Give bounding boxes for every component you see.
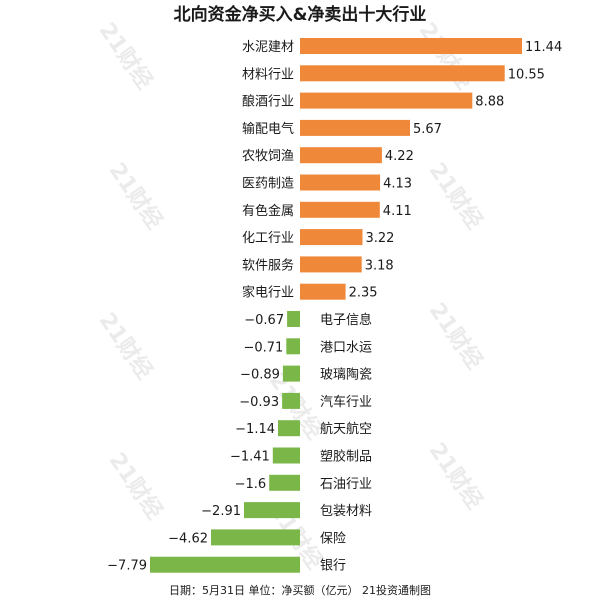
category-label: 农牧饲渔 xyxy=(242,149,294,164)
chart-title: 北向资金净买入&净卖出十大行业 xyxy=(174,4,427,25)
bar xyxy=(150,556,300,573)
bar xyxy=(300,229,363,246)
data-label: 2.35 xyxy=(349,286,378,301)
bar xyxy=(300,147,382,164)
bars xyxy=(150,38,522,573)
category-label: 电子信息 xyxy=(320,312,372,328)
chart-footer: 日期：5月31日 单位：净买额（亿元） 21投资通制图 xyxy=(169,583,431,597)
bar xyxy=(300,201,380,218)
category-label: 化工行业 xyxy=(242,231,294,246)
data-label: −1.41 xyxy=(230,450,270,465)
bar xyxy=(300,119,410,136)
bar xyxy=(282,392,300,409)
data-label: −4.62 xyxy=(168,531,208,546)
bar xyxy=(286,338,300,355)
category-label: 港口水运 xyxy=(320,340,372,355)
category-label: 酿酒行业 xyxy=(242,94,294,110)
data-label: 3.18 xyxy=(365,258,394,273)
data-label: −1.6 xyxy=(235,477,267,492)
bar xyxy=(244,502,300,519)
watermark-text: 21财经 xyxy=(94,308,158,384)
watermark-text: 21财经 xyxy=(94,18,158,94)
bar xyxy=(300,65,505,82)
data-label: 3.22 xyxy=(366,231,395,246)
watermark-text: 21财经 xyxy=(424,158,488,234)
bar xyxy=(282,365,300,382)
bar xyxy=(278,420,300,437)
data-label: −0.71 xyxy=(243,340,283,355)
category-label: 玻璃陶瓷 xyxy=(320,367,372,383)
watermark-text: 21财经 xyxy=(424,438,488,514)
bar xyxy=(287,311,300,327)
category-label: 包装材料 xyxy=(320,504,372,519)
watermark-text: 21财经 xyxy=(104,448,168,524)
data-label: −0.67 xyxy=(244,313,284,328)
data-label: −0.89 xyxy=(240,368,280,383)
data-label: 8.88 xyxy=(475,95,504,110)
data-label: −1.14 xyxy=(235,422,275,437)
watermark-text: 21财经 xyxy=(104,158,168,234)
data-label: 4.11 xyxy=(383,204,412,219)
category-label: 航天航空 xyxy=(320,421,372,437)
data-label: −7.79 xyxy=(107,559,147,574)
data-label: 11.44 xyxy=(525,40,562,55)
data-label: −2.91 xyxy=(201,504,241,519)
category-label: 医药制造 xyxy=(242,177,294,192)
bar xyxy=(300,174,381,191)
data-label: −0.93 xyxy=(239,395,279,410)
category-label: 有色金属 xyxy=(242,203,294,219)
category-label: 家电行业 xyxy=(242,285,294,301)
data-label: 4.13 xyxy=(383,177,412,192)
category-label: 保险 xyxy=(320,531,346,546)
bar xyxy=(300,283,346,300)
bar xyxy=(211,529,300,546)
category-label: 材料行业 xyxy=(242,67,294,82)
watermark-text: 21财经 xyxy=(424,298,488,374)
data-label: 5.67 xyxy=(413,122,442,137)
category-label: 银行 xyxy=(320,559,346,574)
labels: 水泥建材 11.44 材料行业 10.55 酿酒行业 8.88 输配电气 5.67 农牧饲渔 4.… xyxy=(107,40,562,574)
category-label: 石油行业 xyxy=(320,477,372,492)
watermark-text: 21财经 xyxy=(414,18,478,94)
bar xyxy=(300,38,522,54)
bar xyxy=(300,256,362,273)
data-label: 4.22 xyxy=(385,149,414,164)
bar xyxy=(269,474,300,491)
category-label: 水泥建材 xyxy=(242,40,294,55)
category-label: 塑胶制品 xyxy=(320,449,372,465)
bar xyxy=(300,92,473,109)
category-label: 软件服务 xyxy=(242,257,294,273)
bar xyxy=(272,447,300,464)
data-label: 10.55 xyxy=(508,67,545,82)
category-label: 汽车行业 xyxy=(320,394,372,410)
category-label: 输配电气 xyxy=(242,121,294,137)
